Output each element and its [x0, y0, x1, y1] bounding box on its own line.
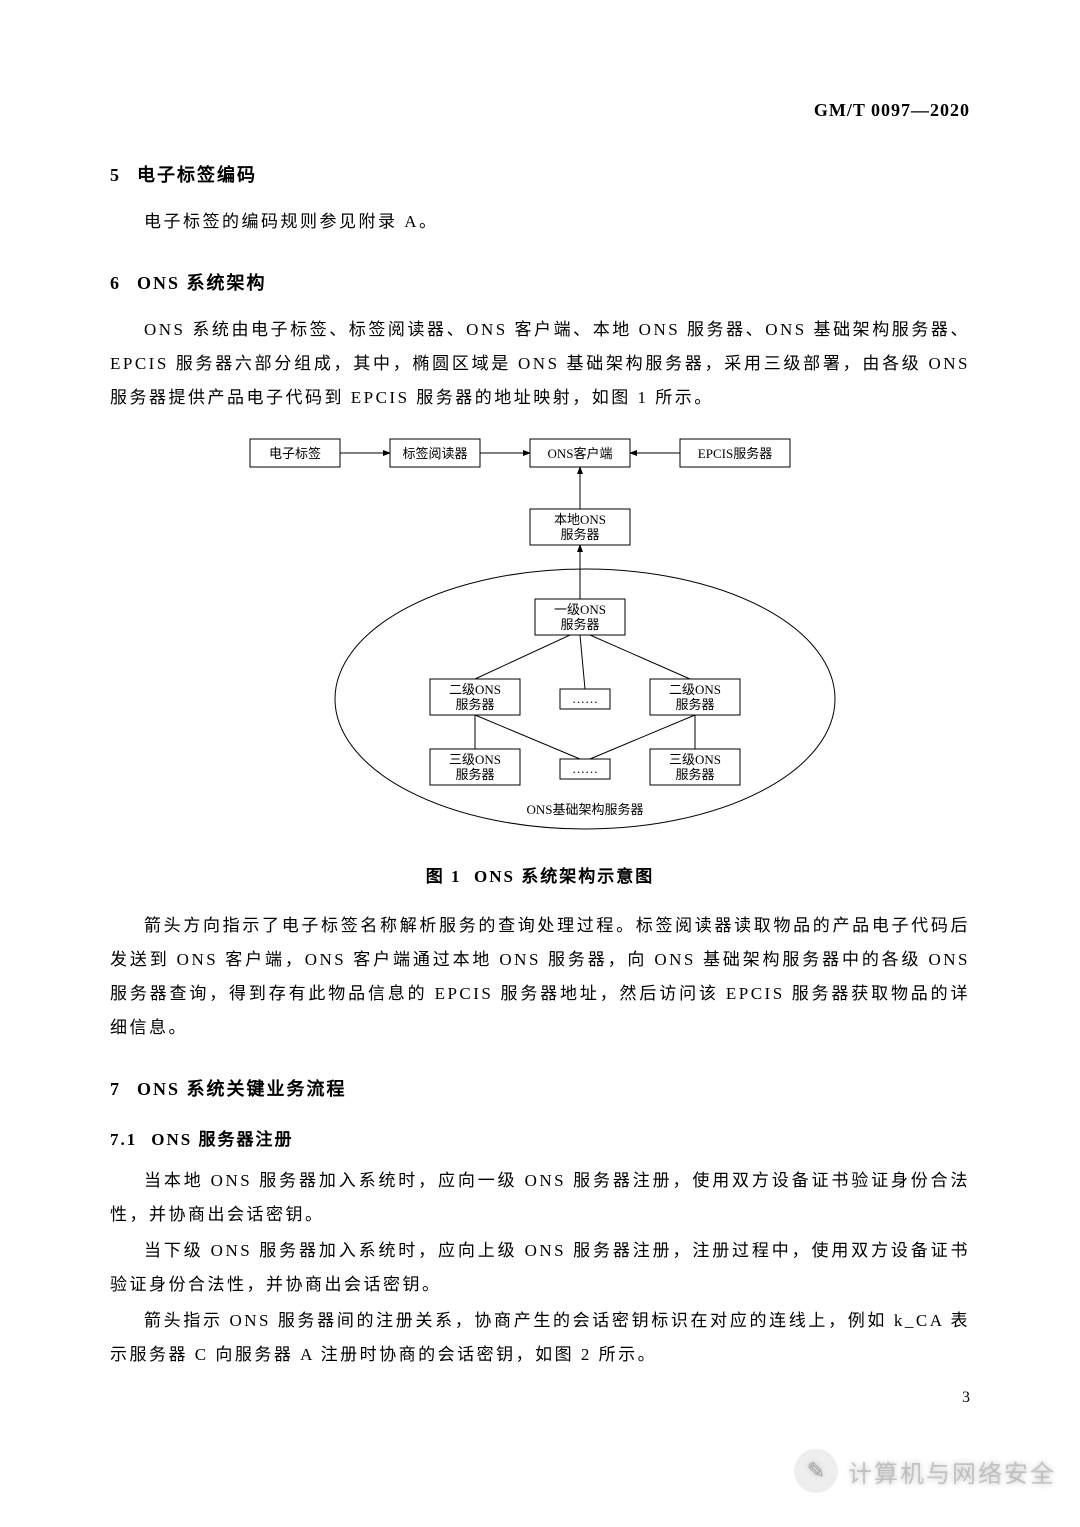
watermark-text: 计算机与网络安全 [848, 1454, 1056, 1489]
section-6-para-1: ONS 系统由电子标签、标签阅读器、ONS 客户端、本地 ONS 服务器、ONS… [110, 313, 970, 415]
svg-text:服务器: 服务器 [675, 767, 714, 782]
section-7-1-para-2: 当下级 ONS 服务器加入系统时，应向上级 ONS 服务器注册，注册过程中，使用… [110, 1234, 970, 1302]
figure-1: 电子标签标签阅读器ONS客户端EPCIS服务器本地ONS服务器一级ONS服务器二… [110, 429, 970, 844]
svg-text:电子标签: 电子标签 [269, 446, 321, 461]
svg-text:服务器: 服务器 [455, 697, 494, 712]
svg-text:服务器: 服务器 [455, 767, 494, 782]
section-7-1-heading: 7.1 ONS 服务器注册 [110, 1125, 970, 1150]
svg-text:本地ONS: 本地ONS [554, 512, 606, 527]
section-5-para-1: 电子标签的编码规则参见附录 A。 [110, 205, 970, 239]
section-6-para-2: 箭头方向指示了电子标签名称解析服务的查询处理过程。标签阅读器读取物品的产品电子代… [110, 909, 970, 1045]
svg-text:二级ONS: 二级ONS [449, 682, 501, 697]
svg-text:EPCIS服务器: EPCIS服务器 [698, 446, 772, 461]
section-5-title: 电子标签编码 [137, 165, 257, 185]
section-7-num: 7 [110, 1079, 121, 1099]
svg-text:服务器: 服务器 [560, 617, 599, 632]
section-7-1-title: ONS 服务器注册 [151, 1130, 293, 1149]
svg-text:三级ONS: 三级ONS [669, 752, 721, 767]
svg-text:服务器: 服务器 [560, 527, 599, 542]
svg-text:二级ONS: 二级ONS [669, 682, 721, 697]
svg-text:……: …… [572, 761, 598, 776]
page-number: 3 [962, 1389, 970, 1407]
watermark-icon: ✎ [794, 1449, 838, 1493]
figure-1-svg: 电子标签标签阅读器ONS客户端EPCIS服务器本地ONS服务器一级ONS服务器二… [230, 429, 850, 839]
section-7-1-num: 7.1 [110, 1130, 137, 1149]
section-5-heading: 5 电子标签编码 [110, 161, 970, 187]
section-7-heading: 7 ONS 系统关键业务流程 [110, 1075, 970, 1101]
svg-text:标签阅读器: 标签阅读器 [402, 446, 467, 461]
section-5-num: 5 [110, 165, 121, 185]
section-7-1-para-1: 当本地 ONS 服务器加入系统时，应向一级 ONS 服务器注册，使用双方设备证书… [110, 1164, 970, 1232]
svg-text:服务器: 服务器 [675, 697, 714, 712]
svg-text:一级ONS: 一级ONS [554, 602, 606, 617]
svg-text:ONS基础架构服务器: ONS基础架构服务器 [526, 802, 643, 817]
figure-1-caption-text: ONS 系统架构示意图 [474, 867, 654, 886]
figure-1-caption-num: 图 1 [426, 867, 462, 886]
svg-text:ONS客户端: ONS客户端 [547, 446, 612, 461]
section-6-title: ONS 系统架构 [137, 273, 267, 293]
figure-1-caption: 图 1 ONS 系统架构示意图 [110, 862, 970, 887]
svg-text:三级ONS: 三级ONS [449, 752, 501, 767]
section-6-num: 6 [110, 273, 121, 293]
document-id: GM/T 0097—2020 [110, 100, 970, 121]
section-7-title: ONS 系统关键业务流程 [137, 1079, 347, 1099]
section-7-1-para-3: 箭头指示 ONS 服务器间的注册关系，协商产生的会话密钥标识在对应的连线上，例如… [110, 1304, 970, 1372]
watermark: ✎ 计算机与网络安全 [794, 1449, 1056, 1493]
section-6-heading: 6 ONS 系统架构 [110, 269, 970, 295]
svg-text:……: …… [572, 691, 598, 706]
